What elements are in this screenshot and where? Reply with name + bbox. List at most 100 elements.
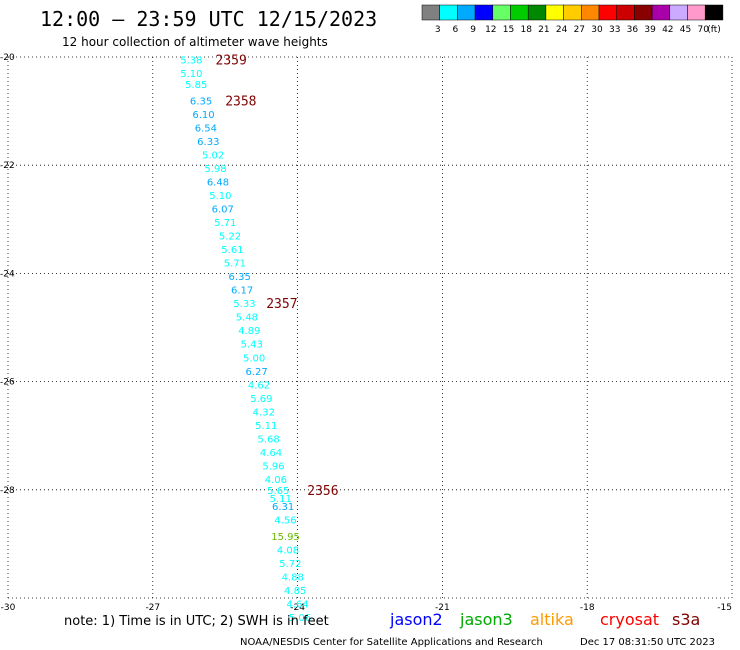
swh-value-label: 5.71 <box>214 218 236 229</box>
swh-value-label: 5.38 <box>180 56 202 67</box>
swh-value-label: 6.17 <box>231 286 253 297</box>
swh-value-label: 6.54 <box>195 123 217 134</box>
legend-color-swatch <box>687 4 706 21</box>
legend-bin-label: 18 <box>520 25 532 35</box>
swh-value-label: 4.08 <box>277 545 299 556</box>
swh-value-label: 5.33 <box>233 299 255 310</box>
legend-color-swatch <box>457 4 476 21</box>
legend-color-swatch <box>545 4 564 21</box>
y-tick-label: -28 <box>0 486 15 496</box>
x-tick-label: -27 <box>145 603 160 613</box>
x-tick-label: -21 <box>435 603 450 613</box>
legend-color-swatch <box>421 4 440 21</box>
credit-text: NOAA/NESDIS Center for Satellite Applica… <box>240 637 543 648</box>
legend-bin-label: 42 <box>662 25 673 35</box>
legend-bin-label: 9 <box>470 25 476 35</box>
swh-value-label: 4.85 <box>284 586 306 597</box>
swh-value-label: 5.72 <box>279 559 301 570</box>
timestamp-text: Dec 17 08:31:50 UTC 2023 <box>580 637 715 648</box>
swh-value-label: 6.35 <box>190 96 212 107</box>
y-tick-label: -26 <box>0 378 15 388</box>
swh-value-label: 5.22 <box>219 232 241 243</box>
swh-value-label: 5.10 <box>180 69 202 80</box>
swh-value-label: 6.07 <box>212 204 234 215</box>
legend-bin-label: 24 <box>556 25 568 35</box>
swh-value-label: 5.02 <box>202 150 224 161</box>
swh-value-label: 4.64 <box>260 448 282 459</box>
footer-note: note: 1) Time is in UTC; 2) SWH is in fe… <box>64 614 329 629</box>
legend-color-swatch <box>669 4 688 21</box>
satellite-legend-entry: jason3 <box>459 610 513 629</box>
satellite-legend: jason2 jason3 altika cryosat s3a <box>389 610 700 629</box>
legend-bin-label: 12 <box>485 25 496 35</box>
swh-value-label: 4.64 <box>286 599 308 610</box>
pass-time-label: 2359 <box>216 54 247 69</box>
y-tick-label: -24 <box>0 269 15 279</box>
satellite-legend-entry: cryosat <box>600 610 659 629</box>
swh-value-label: 5.48 <box>236 313 258 324</box>
swh-value-label: 15.95 <box>271 532 300 543</box>
legend-bin-label: 45 <box>680 25 691 35</box>
y-tick-label: -22 <box>0 161 15 171</box>
pass-time-labels: 2359 2358 2357 2356 <box>216 54 339 499</box>
axis-ticks: -30 -27 -24 -21 -18 -15 -20 -22 -24 -26 -28 <box>0 53 732 613</box>
x-tick-label: -24 <box>290 603 305 613</box>
satellite-legend-entry: altika <box>530 610 574 629</box>
chart-subtitle: 12 hour collection of altimeter wave hei… <box>62 35 328 49</box>
legend-color-swatch <box>439 4 458 21</box>
legend-color-swatch <box>492 4 511 21</box>
swh-value-label: 5.85 <box>185 80 207 91</box>
swh-value-label: 6.35 <box>229 272 251 283</box>
pass-time-label: 2356 <box>307 484 338 499</box>
legend-color-swatch <box>527 4 547 21</box>
x-tick-label: -18 <box>580 603 595 613</box>
swh-value-label: 5.68 <box>258 434 280 445</box>
x-tick-label: -15 <box>717 603 732 613</box>
x-tick-label: -30 <box>1 603 16 613</box>
swh-value-label: 4.62 <box>248 380 270 391</box>
swh-value-label: 6.31 <box>272 502 294 513</box>
swh-value-label: 5.65 <box>267 486 289 497</box>
pass-time-label: 2358 <box>225 94 256 109</box>
swh-value-label: 5.71 <box>224 259 246 270</box>
swh-value-label: 5.61 <box>221 245 243 256</box>
grid-lines <box>7 56 733 599</box>
legend-bin-label: 30 <box>591 25 603 35</box>
swh-value-label: 6.33 <box>197 137 219 148</box>
legend-color-swatch <box>563 4 582 21</box>
legend-color-swatch <box>598 4 617 21</box>
legend-unit-label: (ft) <box>707 25 721 35</box>
swh-value-label: 5.11 <box>270 494 292 505</box>
wave-height-points: 5.385.105.856.356.106.546.335.025.986.48… <box>180 56 311 624</box>
swh-value-label: 4.56 <box>274 516 296 527</box>
swh-value-label: 5.96 <box>262 461 284 472</box>
swh-value-label: 6.48 <box>207 177 229 188</box>
legend-color-swatch <box>634 4 653 21</box>
pass-time-label: 2357 <box>266 297 297 312</box>
swh-value-label: 5.10 <box>209 191 231 202</box>
legend-bin-label: 36 <box>627 25 639 35</box>
legend-bin-label: 3 <box>435 25 441 35</box>
legend-color-swatch <box>474 4 494 21</box>
legend-bin-label: 6 <box>453 25 459 35</box>
swh-value-label: 5.06 <box>289 613 311 624</box>
swh-value-label: 4.88 <box>282 572 304 583</box>
swh-value-label: 5.98 <box>204 164 226 175</box>
swh-value-label: 4.06 <box>265 475 287 486</box>
swh-value-label: 6.27 <box>245 367 267 378</box>
legend-color-swatch <box>616 4 635 21</box>
chart-title: 12:00 – 23:59 UTC 12/15/2023 <box>40 7 377 31</box>
swh-value-label: 5.00 <box>243 353 265 364</box>
legend-bin-label: 15 <box>503 25 514 35</box>
swh-value-label: 5.11 <box>255 421 277 432</box>
satellite-legend-entry: s3a <box>672 610 700 629</box>
legend-color-swatch <box>704 4 724 21</box>
plot-area: -30 -27 -24 -21 -18 -15 -20 -22 -24 -26 -28 5.38 5.… <box>0 53 733 624</box>
swh-value-label: 4.32 <box>253 407 275 418</box>
swh-value-label: 5.69 <box>250 394 272 405</box>
swh-value-label: 4.89 <box>238 326 260 337</box>
legend-bin-label: 21 <box>538 25 549 35</box>
legend-bin-label: 33 <box>609 25 620 35</box>
y-tick-label: -20 <box>0 53 15 63</box>
